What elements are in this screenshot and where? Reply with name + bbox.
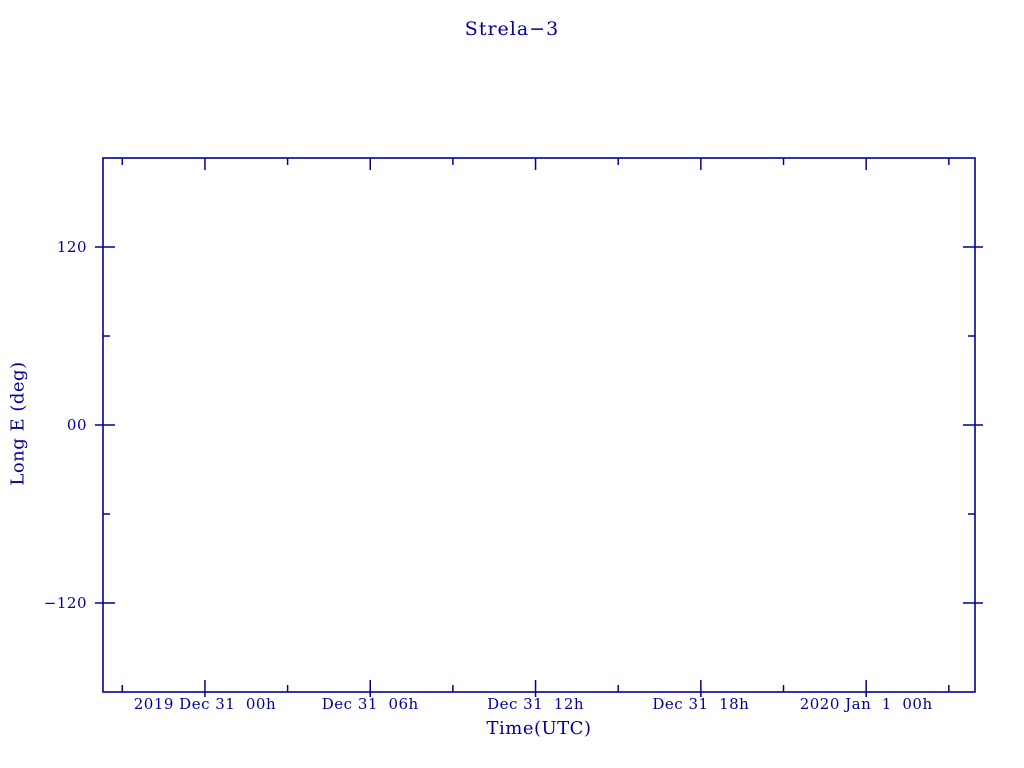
- x-tick-label: Dec 31 12h: [487, 695, 584, 713]
- x-axis-label: Time(UTC): [486, 718, 592, 739]
- y-tick-label: 00: [67, 416, 87, 434]
- x-tick-label: 2020 Jan 1 00h: [800, 695, 933, 713]
- y-axis-label: Long E (deg): [7, 361, 29, 486]
- plot-border: [102, 157, 976, 693]
- y-tick-label: −120: [44, 594, 87, 612]
- x-tick-label: Dec 31 06h: [322, 695, 419, 713]
- x-tick-label: 2019 Dec 31 00h: [134, 695, 276, 713]
- y-tick-label: 120: [57, 238, 87, 256]
- chart-title: Strela−3: [464, 18, 560, 40]
- x-tick-label: Dec 31 18h: [652, 695, 749, 713]
